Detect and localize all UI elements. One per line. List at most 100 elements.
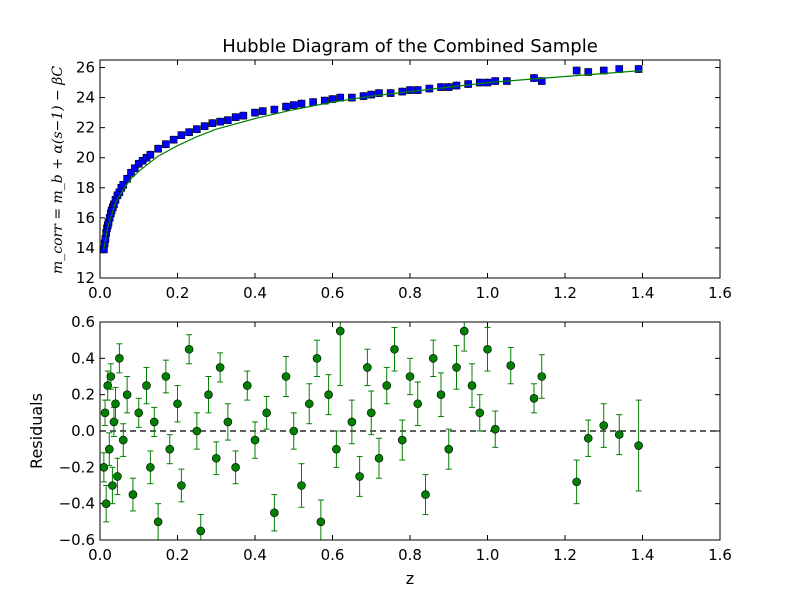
bottom-x-tick-label: 1.0 xyxy=(476,546,500,564)
residual-data-point xyxy=(374,453,384,463)
bottom-x-axis-label: z xyxy=(406,569,414,588)
residual-data-point xyxy=(459,326,469,336)
residual-data-point xyxy=(413,399,423,409)
residual-data-point xyxy=(184,344,194,354)
top-data-point xyxy=(258,107,267,115)
top-data-point xyxy=(437,83,445,91)
top-fit-line xyxy=(103,69,643,250)
top-y-tick-label: 22 xyxy=(76,119,95,137)
residual-data-point xyxy=(366,408,376,418)
top-data-point xyxy=(251,108,259,117)
top-x-tick-label: 0.0 xyxy=(88,284,112,302)
top-x-tick-label: 0.4 xyxy=(243,284,267,302)
bottom-y-tick-label: 0.2 xyxy=(71,386,95,404)
residual-data-point xyxy=(483,344,492,354)
top-data-point xyxy=(475,78,484,87)
top-data-point xyxy=(537,77,546,85)
top-data-point xyxy=(224,116,232,124)
top-x-tick-label: 1.2 xyxy=(553,284,577,302)
residual-data-point xyxy=(614,430,624,439)
top-x-tick-label: 1.0 xyxy=(476,284,500,302)
residual-data-point xyxy=(316,517,326,527)
residual-data-point xyxy=(177,481,186,490)
residual-data-point xyxy=(634,441,643,450)
residual-data-point xyxy=(108,481,117,490)
top-plot-area: 0.0 0.2 0.4 0.6 0.8 1.0 1.2 1.4 1.6 12 14 16 18 20 22 2… xyxy=(76,59,732,302)
residual-data-point xyxy=(572,477,581,487)
residual-data-point xyxy=(452,363,461,372)
residual-data-point xyxy=(103,381,113,390)
residual-data-point xyxy=(444,444,454,454)
top-data-point xyxy=(530,74,538,82)
residual-data-point xyxy=(335,326,345,336)
residual-data-point xyxy=(105,444,114,454)
residual-data-point xyxy=(270,508,279,518)
top-data-point xyxy=(154,144,162,153)
residual-data-point xyxy=(397,435,407,445)
top-data-point xyxy=(309,98,317,106)
bottom-y-tick-label: −0.6 xyxy=(59,531,95,549)
residual-data-point xyxy=(146,463,155,472)
residual-data-point xyxy=(250,435,260,445)
residual-data-point xyxy=(134,408,144,418)
bottom-y-tick-label: −0.2 xyxy=(59,458,95,476)
residual-data-point xyxy=(242,381,252,390)
top-data-point xyxy=(359,92,368,100)
bottom-y-tick-label: 0.0 xyxy=(71,422,95,440)
bottom-plot-frame xyxy=(99,321,721,541)
top-panel: Hubble Diagram of the Combined Sample 0.… xyxy=(50,36,732,302)
residual-data-point xyxy=(118,435,128,445)
residual-data-point xyxy=(192,426,202,436)
residual-data-point xyxy=(490,424,500,434)
residual-data-point xyxy=(128,490,138,499)
residual-data-point xyxy=(467,381,477,390)
residual-data-point xyxy=(599,421,609,430)
top-data-point xyxy=(398,87,407,96)
residual-data-point xyxy=(113,472,122,481)
residual-data-point xyxy=(304,399,314,409)
top-chart-title: Hubble Diagram of the Combined Sample xyxy=(222,36,598,57)
bottom-y-tick-label: 0.6 xyxy=(71,313,95,331)
top-data-point xyxy=(193,125,201,133)
top-data-point xyxy=(169,135,178,144)
top-data-point xyxy=(615,65,624,73)
residual-data-point xyxy=(165,444,175,454)
residual-data-point xyxy=(297,481,306,490)
bottom-y-axis-label: Residuals xyxy=(27,393,46,469)
bottom-x-tick-label: 0.0 xyxy=(88,546,112,564)
top-x-tick-label: 1.6 xyxy=(708,284,732,302)
residual-data-point xyxy=(583,433,593,443)
top-data-point xyxy=(406,86,414,94)
residual-data-point xyxy=(475,408,485,418)
top-data-point xyxy=(584,68,593,76)
residual-data-point xyxy=(100,463,109,472)
residual-data-point xyxy=(115,354,124,363)
top-data-point xyxy=(162,140,170,148)
top-y-tick-label: 18 xyxy=(76,179,95,197)
residual-data-point xyxy=(196,526,206,536)
top-data-point xyxy=(270,105,279,114)
top-y-tick-label: 12 xyxy=(76,269,95,287)
residual-data-point xyxy=(506,361,516,370)
top-data-point xyxy=(208,119,217,127)
top-data-point xyxy=(289,101,298,109)
residual-data-point xyxy=(149,417,159,427)
top-data-point xyxy=(231,113,240,121)
residual-data-point xyxy=(211,453,221,463)
residual-data-point xyxy=(537,372,547,381)
residual-data-point xyxy=(428,354,438,363)
residual-data-point xyxy=(204,390,213,399)
bottom-y-tick-label: 0.4 xyxy=(71,349,95,367)
bottom-y-tick-label: −0.4 xyxy=(59,495,95,513)
top-data-point xyxy=(348,93,356,102)
bottom-x-tick-label: 1.4 xyxy=(631,546,655,564)
top-x-tick-label: 0.2 xyxy=(166,284,190,302)
top-data-point xyxy=(367,90,376,99)
residual-data-point xyxy=(405,372,415,381)
top-data-point xyxy=(239,111,248,120)
residual-data-point xyxy=(421,490,430,499)
top-series xyxy=(100,65,643,254)
bottom-x-tick-label: 0.4 xyxy=(243,546,267,564)
top-data-point xyxy=(375,89,383,97)
